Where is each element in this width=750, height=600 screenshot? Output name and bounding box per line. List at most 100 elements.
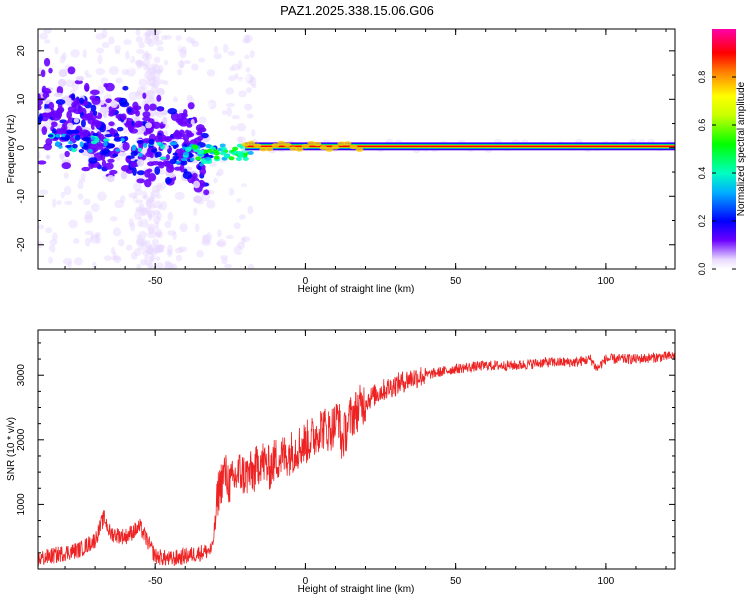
spectrogram-cell bbox=[166, 248, 173, 258]
spectrogram-cell bbox=[108, 121, 115, 127]
spectrogram-cell bbox=[146, 82, 155, 87]
spectrogram-cell bbox=[84, 85, 90, 92]
snr-x-tick-label: 50 bbox=[450, 576, 462, 587]
spectrogram-cell bbox=[125, 50, 130, 60]
spectrogram-y-tick-label: 10 bbox=[16, 93, 27, 105]
spectrogram-cell bbox=[155, 231, 161, 239]
spectrogram-cell bbox=[247, 263, 255, 269]
snr-y-tick-label: 2000 bbox=[16, 428, 27, 451]
spectrogram-cell bbox=[71, 101, 81, 109]
spectrogram-ridge-knot bbox=[349, 144, 358, 150]
spectrogram-cell bbox=[96, 144, 104, 150]
spectrogram-ridge bbox=[241, 140, 675, 152]
spectrogram-cell bbox=[156, 94, 162, 102]
spectrogram-cell bbox=[71, 143, 78, 149]
spectrogram-cell bbox=[151, 121, 161, 129]
colorbar-tick-label: 0.4 bbox=[697, 167, 707, 180]
spectrogram-cell bbox=[152, 80, 160, 89]
spectrogram-cell bbox=[225, 102, 236, 108]
spectrogram-cell bbox=[133, 150, 138, 156]
spectrogram-cell bbox=[155, 262, 164, 269]
spectrogram-cell bbox=[74, 134, 81, 141]
spectrogram-cell bbox=[247, 205, 254, 215]
spectrogram-cell bbox=[198, 116, 207, 124]
spectrogram-cell bbox=[221, 257, 228, 265]
spectrogram-cell bbox=[149, 103, 157, 111]
spectrogram-cell bbox=[230, 125, 237, 131]
spectrogram-cell bbox=[179, 163, 185, 173]
snr-x-ticks: -50 0 50 100 bbox=[64, 330, 667, 587]
spectrogram-cell bbox=[226, 106, 232, 117]
spectrogram-cell bbox=[148, 254, 156, 262]
spectrogram-cell bbox=[145, 34, 151, 41]
spectrogram-cell bbox=[48, 67, 53, 74]
spectrogram-cell bbox=[175, 35, 182, 41]
spectrogram-cell bbox=[90, 89, 100, 96]
spectrogram-cell bbox=[235, 156, 242, 161]
spectrogram-cell bbox=[57, 78, 67, 87]
snr-y-ticks: 1000 2000 3000 bbox=[16, 342, 675, 554]
spectrogram-cell bbox=[158, 161, 165, 169]
spectrogram-cell bbox=[109, 143, 116, 148]
spectrogram-ridge-knot bbox=[337, 141, 346, 146]
spectrogram-cell bbox=[182, 239, 190, 248]
spectrogram-cell bbox=[188, 260, 196, 266]
spectrogram-cell bbox=[224, 263, 233, 269]
spectrogram-cell bbox=[181, 146, 187, 150]
spectrogram-cell bbox=[136, 49, 145, 55]
spectrogram-cell bbox=[106, 175, 115, 183]
spectrogram-cell bbox=[159, 124, 164, 129]
spectrogram-cell bbox=[169, 141, 178, 146]
spectrogram-cell bbox=[132, 182, 142, 191]
spectrogram-cell bbox=[133, 211, 141, 220]
spectrogram-cell bbox=[186, 94, 193, 103]
spectrogram-cell bbox=[140, 85, 148, 90]
spectrogram-cell bbox=[197, 234, 203, 239]
spectrogram-cell bbox=[136, 139, 144, 144]
spectrogram-cell bbox=[79, 141, 84, 148]
spectrogram-cell bbox=[154, 35, 160, 42]
spectrogram-cell bbox=[125, 120, 131, 126]
colorbar: 0.0 0.2 0.4 0.6 0.8 Normalized spectral ampl… bbox=[697, 29, 747, 275]
spectrogram-cell bbox=[213, 155, 220, 160]
spectrogram-cell bbox=[171, 48, 176, 55]
spectrogram-cell bbox=[192, 145, 199, 150]
spectrogram-cell bbox=[84, 210, 93, 221]
spectrogram-cell bbox=[162, 116, 168, 125]
spectrogram-cell bbox=[183, 60, 191, 65]
spectrogram-panel: -50 0 50 100 -20 -10 0 10 20 Height of straight… bbox=[6, 28, 676, 295]
spectrogram-cell bbox=[172, 152, 178, 156]
spectrogram-cell bbox=[203, 189, 210, 196]
spectrogram-cell bbox=[78, 97, 85, 104]
colorbar-label: Normalized spectral amplitude bbox=[736, 81, 747, 216]
spectrogram-cell bbox=[158, 107, 163, 112]
spectrogram-cell bbox=[148, 226, 155, 235]
spectrogram-ridge-knot bbox=[295, 147, 304, 152]
snr-series-line bbox=[38, 351, 675, 567]
spectrogram-cell bbox=[55, 141, 60, 147]
spectrogram-cell bbox=[155, 87, 165, 96]
colorbar-ticks: 0.0 0.2 0.4 0.6 0.8 bbox=[697, 71, 736, 275]
spectrogram-cell bbox=[145, 122, 153, 129]
spectrogram-cell bbox=[146, 53, 153, 61]
colorbar-tick-label: 0.2 bbox=[697, 215, 707, 228]
spectrogram-cell bbox=[64, 150, 70, 158]
spectrogram-cell bbox=[120, 113, 127, 121]
spectrogram-cell bbox=[58, 145, 63, 149]
spectrogram-cell bbox=[215, 172, 221, 177]
spectrogram-cell bbox=[120, 137, 125, 142]
spectrogram-cell bbox=[165, 154, 171, 161]
spectrogram-cell bbox=[206, 69, 216, 77]
spectrogram-cell bbox=[38, 141, 42, 147]
spectrogram-cell bbox=[115, 148, 121, 152]
spectrogram-cell bbox=[90, 203, 100, 212]
spectrogram-cell bbox=[234, 185, 245, 194]
spectrogram-cell bbox=[103, 138, 110, 142]
spectrogram-cell bbox=[163, 262, 174, 269]
spectrogram-y-tick-label: -20 bbox=[16, 237, 27, 252]
spectrogram-cell bbox=[97, 191, 107, 202]
spectrogram-cell bbox=[154, 134, 164, 144]
spectrogram-ridge-knot bbox=[253, 143, 262, 148]
spectrogram-cell bbox=[172, 96, 179, 103]
spectrogram-cell bbox=[163, 59, 168, 66]
